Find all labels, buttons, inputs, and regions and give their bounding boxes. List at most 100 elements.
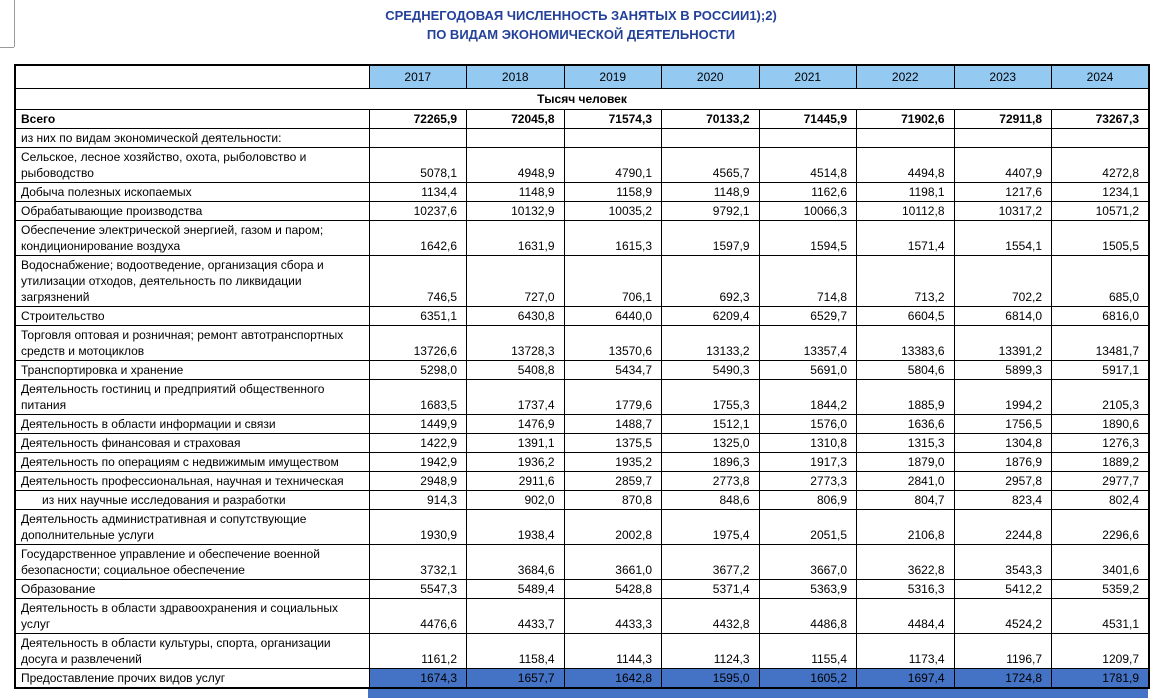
corner-cell[interactable] [14, 64, 370, 89]
cell-value[interactable]: 1889,2 [1051, 452, 1150, 472]
cell-value[interactable]: 1683,5 [368, 379, 467, 415]
cell-value[interactable]: 1161,2 [368, 633, 467, 669]
cell-value[interactable] [1051, 128, 1150, 148]
cell-value[interactable]: 1134,4 [368, 182, 467, 202]
row-label[interactable]: Строительство [14, 306, 370, 326]
cell-value[interactable]: 73267,3 [1051, 109, 1150, 129]
cell-value[interactable]: 1571,4 [856, 220, 955, 256]
cell-value[interactable]: 4272,8 [1051, 147, 1150, 183]
cell-value[interactable]: 1422,9 [368, 433, 467, 453]
cell-value[interactable]: 13726,6 [368, 325, 467, 361]
year-header-2018[interactable]: 2018 [466, 64, 565, 89]
cell-value[interactable]: 1198,1 [856, 182, 955, 202]
cell-value[interactable]: 914,3 [368, 490, 467, 510]
cell-value[interactable] [856, 128, 955, 148]
year-header-2024[interactable]: 2024 [1051, 64, 1150, 89]
cell-value[interactable]: 5547,3 [368, 579, 467, 599]
cell-value[interactable]: 10571,2 [1051, 201, 1150, 221]
row-label[interactable]: Обрабатывающие производства [14, 201, 370, 221]
row-label[interactable]: из них по видам экономической деятельнос… [14, 128, 370, 148]
cell-value[interactable]: 1173,4 [856, 633, 955, 669]
cell-value[interactable]: 2977,7 [1051, 471, 1150, 491]
cell-value[interactable]: 806,9 [758, 490, 857, 510]
cell-value[interactable]: 4948,9 [466, 147, 565, 183]
cell-value[interactable]: 2841,0 [856, 471, 955, 491]
cell-value[interactable]: 1391,1 [466, 433, 565, 453]
cell-value[interactable]: 72045,8 [466, 109, 565, 129]
cell-value[interactable]: 1737,4 [466, 379, 565, 415]
cell-value[interactable]: 4494,8 [856, 147, 955, 183]
row-label[interactable]: Деятельность в области здравоохранения и… [14, 598, 370, 634]
cell-value[interactable]: 1930,9 [368, 509, 467, 545]
cell-value[interactable]: 2859,7 [563, 471, 662, 491]
cell-value[interactable]: 1642,6 [368, 220, 467, 256]
cell-value[interactable]: 1781,9 [1051, 668, 1150, 689]
cell-value[interactable]: 1657,7 [466, 668, 565, 689]
cell-value[interactable]: 1276,3 [1051, 433, 1150, 453]
cell-value[interactable]: 2773,8 [661, 471, 760, 491]
cell-value[interactable]: 9792,1 [661, 201, 760, 221]
row-label[interactable]: Предоставление прочих видов услуг [14, 668, 370, 689]
cell-value[interactable]: 1942,9 [368, 452, 467, 472]
cell-value[interactable]: 1636,6 [856, 414, 955, 434]
row-label[interactable]: Деятельность финансовая и страховая [14, 433, 370, 453]
cell-value[interactable]: 4407,9 [953, 147, 1052, 183]
cell-value[interactable]: 1779,6 [563, 379, 662, 415]
cell-value[interactable]: 1304,8 [953, 433, 1052, 453]
row-label[interactable]: Деятельность административная и сопутств… [14, 509, 370, 545]
cell-value[interactable]: 4565,7 [661, 147, 760, 183]
cell-value[interactable]: 1488,7 [563, 414, 662, 434]
cell-value[interactable]: 6529,7 [758, 306, 857, 326]
cell-value[interactable]: 5917,1 [1051, 360, 1150, 380]
cell-value[interactable]: 5490,3 [661, 360, 760, 380]
cell-value[interactable]: 713,2 [856, 255, 955, 307]
cell-value[interactable]: 727,0 [466, 255, 565, 307]
cell-value[interactable]: 72265,9 [368, 109, 467, 129]
cell-value[interactable]: 5804,6 [856, 360, 955, 380]
row-label[interactable]: Деятельность гостиниц и предприятий обще… [14, 379, 370, 415]
cell-value[interactable]: 1158,9 [563, 182, 662, 202]
cell-value[interactable]: 1890,6 [1051, 414, 1150, 434]
cell-value[interactable]: 1217,6 [953, 182, 1052, 202]
cell-value[interactable]: 5691,0 [758, 360, 857, 380]
row-label[interactable]: Добыча полезных ископаемых [14, 182, 370, 202]
cell-value[interactable]: 5899,3 [953, 360, 1052, 380]
cell-value[interactable]: 6814,0 [953, 306, 1052, 326]
cell-value[interactable]: 702,2 [953, 255, 1052, 307]
cell-value[interactable]: 1724,8 [953, 668, 1052, 689]
cell-value[interactable]: 2296,6 [1051, 509, 1150, 545]
cell-value[interactable]: 5371,4 [661, 579, 760, 599]
cell-value[interactable]: 1896,3 [661, 452, 760, 472]
cell-value[interactable] [661, 128, 760, 148]
cell-value[interactable]: 71445,9 [758, 109, 857, 129]
cell-value[interactable]: 1994,2 [953, 379, 1052, 415]
cell-value[interactable]: 1844,2 [758, 379, 857, 415]
cell-value[interactable]: 1917,3 [758, 452, 857, 472]
cell-value[interactable]: 4484,4 [856, 598, 955, 634]
cell-value[interactable]: 1512,1 [661, 414, 760, 434]
cell-value[interactable]: 1124,3 [661, 633, 760, 669]
row-label[interactable]: Транспортировка и хранение [14, 360, 370, 380]
cell-value[interactable]: 1310,8 [758, 433, 857, 453]
cell-value[interactable]: 1234,1 [1051, 182, 1150, 202]
cell-value[interactable]: 4433,7 [466, 598, 565, 634]
cell-value[interactable]: 3667,0 [758, 544, 857, 580]
cell-value[interactable]: 1315,3 [856, 433, 955, 453]
cell-value[interactable]: 4433,3 [563, 598, 662, 634]
cell-value[interactable]: 804,7 [856, 490, 955, 510]
cell-value[interactable]: 4432,8 [661, 598, 760, 634]
cell-value[interactable]: 5434,7 [563, 360, 662, 380]
cell-value[interactable]: 1975,4 [661, 509, 760, 545]
cell-value[interactable]: 1615,3 [563, 220, 662, 256]
cell-value[interactable]: 13133,2 [661, 325, 760, 361]
cell-value[interactable]: 2948,9 [368, 471, 467, 491]
cell-value[interactable]: 1935,2 [563, 452, 662, 472]
cell-value[interactable]: 10066,3 [758, 201, 857, 221]
cell-value[interactable]: 5408,8 [466, 360, 565, 380]
cell-value[interactable]: 3401,6 [1051, 544, 1150, 580]
cell-value[interactable]: 5298,0 [368, 360, 467, 380]
cell-value[interactable]: 4524,2 [953, 598, 1052, 634]
cell-value[interactable]: 2244,8 [953, 509, 1052, 545]
cell-value[interactable] [563, 128, 662, 148]
cell-value[interactable]: 5428,8 [563, 579, 662, 599]
